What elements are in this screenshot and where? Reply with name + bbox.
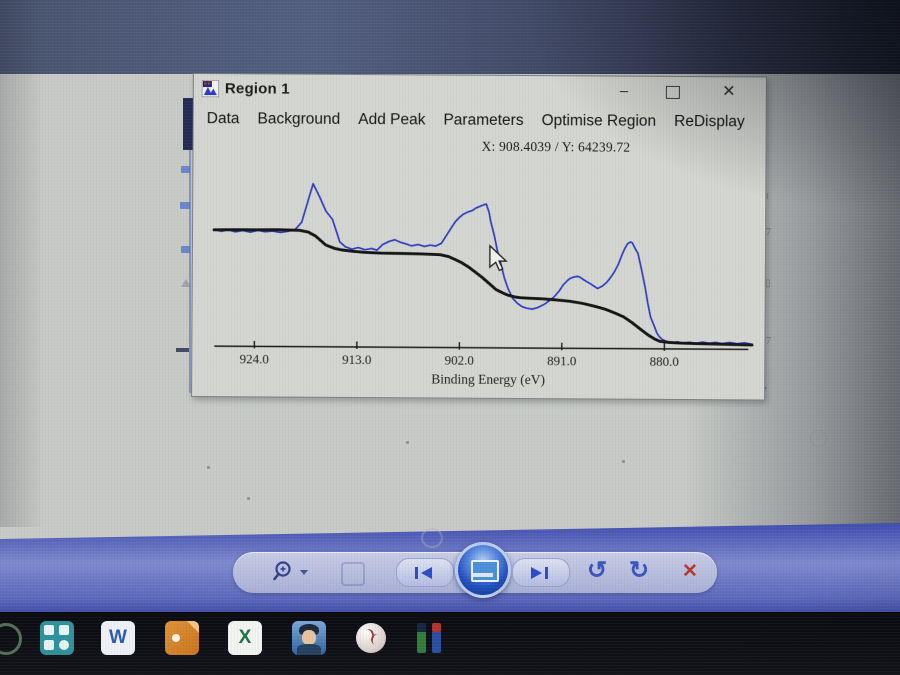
background-window-glyph: ▯ [765,278,771,289]
character-shape [417,623,426,632]
background-window-mark [181,246,190,253]
taskbar-word-icon[interactable]: W [101,621,135,655]
background-window-fragment [183,98,193,150]
slideshow-icon-strip [473,573,493,577]
minimize-button[interactable]: – [619,82,629,100]
taskbar-avatar-icon[interactable] [292,621,326,655]
photo-viewer-toolbar: ↺ ↻ ✕ [233,542,717,598]
close-button[interactable]: ✕ [722,83,736,101]
delete-button[interactable]: ✕ [682,561,698,582]
menu-item-background[interactable]: Background [257,109,341,128]
document-dot [172,634,180,642]
menu-item-optimise-region[interactable]: Optimise Region [541,111,657,130]
next-button[interactable] [512,558,570,587]
x-tick-label: 924.0 [240,351,269,366]
rotate-cw-button[interactable]: ↻ [628,557,650,584]
taskbar-app-grid-icon[interactable] [40,621,74,655]
taskbar-ball-icon[interactable] [354,621,388,655]
spectrum-curves [212,182,754,347]
x-axis-line [214,345,749,351]
grid-icon-block [44,640,54,650]
region1-window: Region 1 – ✕ Data Background Add Peak Param… [191,73,767,401]
menu-item-redisplay[interactable]: ReDisplay [674,112,745,130]
background-window-mark [181,279,191,287]
grid-icon-block [44,625,54,635]
title-bar[interactable]: Region 1 – ✕ [194,74,766,107]
folded-corner [187,621,199,633]
curve-raw-spectrum [213,182,753,346]
window-title: Region 1 [224,80,290,98]
next-icon [531,567,548,579]
dust-speck [406,441,409,444]
dust-speck [247,497,250,500]
background-window-glyph: t [766,191,769,202]
previous-button[interactable] [396,558,454,587]
slideshow-button[interactable] [455,542,511,598]
x-tick-label: 902.0 [445,353,474,368]
zoom-button[interactable] [271,559,308,586]
background-window-mark [180,202,190,209]
x-tick-label: 913.0 [342,352,371,367]
avatar-shoulders [297,644,321,655]
background-window-mark [181,166,190,173]
x-axis: 924.0 913.0 902.0 891.0 880.0 Binding Energy … [214,340,749,387]
zoom-dropdown-caret-icon[interactable] [300,570,308,575]
x-axis-title: Binding Energy (eV) [431,371,545,387]
spectrum-plot[interactable]: 924.0 913.0 902.0 891.0 880.0 Binding Energy … [192,132,766,399]
taskbar-app-edge-partial-icon[interactable] [0,623,22,655]
mouse-cursor-icon [489,244,508,272]
background-window-glyph: 7 [766,227,771,238]
taskbar: W X [0,612,900,675]
background-window-mark [176,348,189,352]
xps-peak-icon [201,80,219,98]
actual-size-button[interactable] [341,562,365,586]
grid-icon-dot [59,640,69,650]
dust-speck [622,460,625,463]
rotate-ccw-button[interactable]: ↺ [586,557,608,584]
grid-icon-block [59,625,69,635]
character-shape [432,631,441,653]
menu-item-data[interactable]: Data [206,109,240,127]
maximize-button[interactable] [665,85,680,99]
taskbar-orange-document-icon[interactable] [165,621,199,655]
background-window-glyph: 7 [766,336,771,347]
taskbar-spreadsheet-icon[interactable]: X [228,621,262,655]
menu-item-parameters[interactable]: Parameters [443,111,524,129]
slideshow-icon [471,560,499,582]
character-shape [432,623,441,632]
photo-top-dark-band [0,0,900,74]
avatar-face [302,630,316,645]
x-tick-label: 891.0 [547,353,576,368]
curve-background [212,228,754,347]
menu-item-add-peak[interactable]: Add Peak [358,110,426,128]
taskbar-character-app-icon[interactable] [414,621,448,655]
previous-icon [415,567,432,579]
menu-bar: Data Background Add Peak Parameters Optimise… [194,105,766,135]
dust-speck [207,466,210,469]
character-shape [417,631,426,653]
magnifier-icon [273,561,291,581]
x-tick-label: 880.0 [650,354,679,369]
